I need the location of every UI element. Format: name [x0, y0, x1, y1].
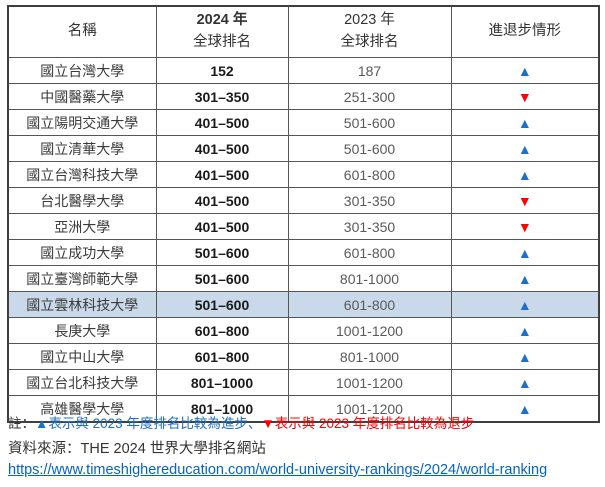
table-row: 國立成功大學 501–600 601-800 ▲: [7, 239, 600, 266]
rank-2024-cell: 501–600: [155, 239, 289, 266]
university-name-cell: 國立台灣科技大學: [7, 161, 157, 188]
rank-2023-cell: 501-600: [287, 109, 452, 136]
university-name-cell: 台北醫學大學: [7, 187, 157, 214]
ranking-table: 名稱 2024 年 全球排名 2023 年 全球排名 進退步情形 國立台灣大學 1…: [7, 5, 600, 423]
trend-indicator-cell: ▲: [450, 109, 600, 136]
table-row: 國立雲林科技大學 501–600 601-800 ▲: [7, 291, 600, 318]
trend-indicator-cell: ▼: [450, 83, 600, 110]
rank-2023-cell: 601-800: [287, 239, 452, 266]
source-url-line: https://www.timeshighereducation.com/wor…: [8, 462, 547, 478]
source-label: 資料來源：THE 2024 世界大學排名網站: [8, 441, 266, 457]
trend-indicator-cell: ▲: [450, 317, 600, 344]
rank-2024-cell: 401–500: [155, 187, 289, 214]
university-name-cell: 國立台灣大學: [7, 57, 157, 84]
header-trend: 進退步情形: [450, 5, 600, 58]
header-rank-2023: 2023 年 全球排名: [287, 5, 452, 58]
university-name-cell: 高雄醫學大學: [7, 395, 157, 423]
table-body: 國立台灣大學 152 187 ▲ 中國醫藥大學 301–350 251-300 ▼ 國立陽明交通…: [7, 57, 600, 423]
header-name-label: 名稱: [67, 23, 97, 40]
trend-indicator-cell: ▲: [450, 343, 600, 370]
table-row: 國立中山大學 601–800 801-1000 ▲: [7, 343, 600, 370]
rank-2024-cell: 401–500: [155, 213, 289, 240]
university-name-cell: 國立清華大學: [7, 135, 157, 162]
rank-2023-cell: 801-1000: [287, 265, 452, 292]
rank-2023-cell: 301-350: [287, 213, 452, 240]
table-row: 國立台灣大學 152 187 ▲: [7, 57, 600, 84]
rank-2024-cell: 801–1000: [155, 395, 289, 423]
table-row: 中國醫藥大學 301–350 251-300 ▼: [7, 83, 600, 110]
rank-2023-cell: 1001-1200: [287, 317, 452, 344]
table-row: 國立臺灣師範大學 501–600 801-1000 ▲: [7, 265, 600, 292]
table-row: 亞洲大學 401–500 301-350 ▼: [7, 213, 600, 240]
rank-2024-cell: 601–800: [155, 317, 289, 344]
table-row: 台北醫學大學 401–500 301-350 ▼: [7, 187, 600, 214]
legend-down-text: ▼表示與 2023 年度排名比較為退步: [261, 416, 475, 431]
university-name-cell: 國立成功大學: [7, 239, 157, 266]
source-url-link[interactable]: https://www.timeshighereducation.com/wor…: [8, 462, 548, 478]
rank-2023-cell: 801-1000: [287, 343, 452, 370]
table-row: 國立清華大學 401–500 501-600 ▲: [7, 135, 600, 162]
trend-indicator-cell: ▲: [450, 239, 600, 266]
trend-indicator-cell: ▲: [450, 291, 600, 318]
university-name-cell: 國立台北科技大學: [7, 369, 157, 396]
university-name-cell: 國立臺灣師範大學: [7, 265, 157, 292]
legend-prefix: 註：: [8, 416, 35, 431]
university-name-cell: 國立雲林科技大學: [7, 291, 157, 318]
trend-indicator-cell: ▼: [450, 187, 600, 214]
rank-2024-cell: 401–500: [155, 135, 289, 162]
rank-2024-cell: 501–600: [155, 265, 289, 292]
rank-2023-cell: 601-800: [287, 161, 452, 188]
table-header: 名稱 2024 年 全球排名 2023 年 全球排名 進退步情形: [7, 5, 600, 58]
university-name-cell: 長庚大學: [7, 317, 157, 344]
header-trend-label: 進退步情形: [488, 23, 562, 40]
header-2024-year: 2024 年: [196, 12, 248, 29]
header-2023-global-rank: 全球排名: [340, 34, 399, 50]
rank-2024-cell: 801–1000: [155, 369, 289, 396]
rank-2024-cell: 501–600: [155, 291, 289, 318]
header-rank-2024: 2024 年 全球排名: [155, 5, 289, 58]
rank-2023-cell: 251-300: [287, 83, 452, 110]
university-name-cell: 國立陽明交通大學: [7, 109, 157, 136]
rank-2024-cell: 152: [155, 57, 289, 84]
legend-separator: 、: [247, 416, 262, 431]
university-name-cell: 國立中山大學: [7, 343, 157, 370]
rank-2023-cell: 1001-1200: [287, 369, 452, 396]
table-row: 國立陽明交通大學 401–500 501-600 ▲: [7, 109, 600, 136]
trend-indicator-cell: ▲: [450, 57, 600, 84]
rank-2024-cell: 301–350: [155, 83, 289, 110]
trend-indicator-cell: ▲: [450, 135, 600, 162]
rank-2023-cell: 501-600: [287, 135, 452, 162]
trend-indicator-cell: ▼: [450, 213, 600, 240]
table-row: 長庚大學 601–800 1001-1200 ▲: [7, 317, 600, 344]
trend-indicator-cell: ▲: [450, 369, 600, 396]
rank-2024-cell: 401–500: [155, 109, 289, 136]
table-row: 國立台北科技大學 801–1000 1001-1200 ▲: [7, 369, 600, 396]
trend-indicator-cell: ▲: [450, 395, 600, 423]
table-row: 高雄醫學大學 801–1000 1001-1200 ▲: [7, 395, 600, 423]
legend-note: 註：▲表示與 2023 年度排名比較為進步、▼表示與 2023 年度排名比較為退…: [8, 412, 474, 432]
trend-indicator-cell: ▲: [450, 161, 600, 188]
university-name-cell: 中國醫藥大學: [7, 83, 157, 110]
rank-2024-cell: 401–500: [155, 161, 289, 188]
university-name-cell: 亞洲大學: [7, 213, 157, 240]
table-row: 國立台灣科技大學 401–500 601-800 ▲: [7, 161, 600, 188]
header-2023-year: 2023 年: [344, 12, 395, 29]
header-row: 名稱 2024 年 全球排名 2023 年 全球排名 進退步情形: [7, 5, 600, 58]
rank-2023-cell: 301-350: [287, 187, 452, 214]
rank-2023-cell: 601-800: [287, 291, 452, 318]
header-name: 名稱: [7, 5, 157, 58]
rank-2024-cell: 601–800: [155, 343, 289, 370]
rank-2023-cell: 187: [287, 57, 452, 84]
legend-up-text: ▲表示與 2023 年度排名比較為進步: [35, 416, 248, 431]
trend-indicator-cell: ▲: [450, 265, 600, 292]
header-2024-global-rank: 全球排名: [193, 34, 251, 50]
